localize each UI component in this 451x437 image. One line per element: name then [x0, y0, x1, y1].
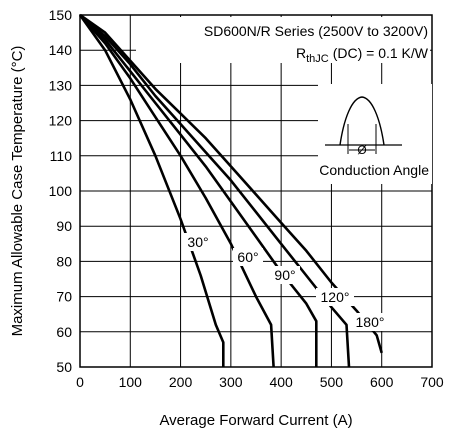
series-line — [78, 14, 225, 367]
series-title: SD600N/R Series (2500V to 3200V) — [204, 23, 428, 39]
series-line — [79, 14, 318, 367]
thermal-resistance-label: RthJC (DC) = 0.1 K/W — [296, 45, 429, 65]
y-axis-label: Maximum Allowable Case Temperature (°C) — [9, 46, 26, 337]
y-tick-label: 110 — [50, 148, 73, 164]
x-tick-label: 500 — [320, 374, 344, 390]
conduction-angle-label: Conduction Angle — [319, 162, 429, 178]
y-tick-label: 50 — [56, 359, 72, 375]
series-label: 60° — [237, 249, 258, 265]
annotation-backdrop — [136, 17, 430, 63]
series-label-backdrop — [270, 266, 300, 284]
waveform-icon — [339, 96, 385, 146]
x-tick-label: 400 — [269, 374, 293, 390]
series-label-backdrop — [233, 248, 263, 266]
x-tick-label: 0 — [76, 374, 84, 390]
y-tick-label: 90 — [56, 218, 72, 234]
rth-symbol: R — [296, 45, 306, 61]
rth-value: (DC) = 0.1 K/W — [333, 45, 429, 61]
x-tick-label: 100 — [119, 374, 143, 390]
rth-subscript: thJC — [306, 53, 329, 65]
y-tick-label: 120 — [49, 113, 73, 129]
series-label: 30° — [187, 234, 208, 250]
tick-labels: 0 100 200 300 400 500 600 700 50 60 70 80 90 100 110 12… — [49, 7, 444, 390]
inset-backdrop — [318, 84, 432, 184]
series-label: 180° — [356, 314, 385, 330]
series-label-backdrop — [316, 288, 354, 306]
phi-symbol: Ø — [357, 143, 366, 157]
y-tick-label: 130 — [49, 77, 73, 93]
y-tick-label: 60 — [56, 324, 72, 340]
x-tick-label: 700 — [420, 374, 444, 390]
y-tick-label: 150 — [49, 7, 73, 23]
y-tick-label: 140 — [49, 42, 73, 58]
series-line — [79, 14, 275, 368]
x-tick-label: 200 — [169, 374, 193, 390]
x-axis-label: Average Forward Current (A) — [159, 412, 352, 429]
plot-frame — [79, 14, 433, 368]
x-tick-label: 600 — [370, 374, 394, 390]
x-tick-label: 300 — [219, 374, 243, 390]
series-labels: 30° 60° 90° 120° 180° — [183, 233, 389, 331]
series-label-backdrop — [183, 233, 213, 251]
y-tick-label: 80 — [56, 253, 72, 269]
series-label-backdrop — [351, 313, 389, 331]
y-tick-label: 70 — [56, 289, 72, 305]
y-tick-label: 100 — [49, 183, 73, 199]
conduction-angle-inset: Ø Conduction Angle — [318, 84, 432, 184]
series-label: 90° — [274, 267, 295, 283]
series-label: 120° — [321, 289, 350, 305]
series-line — [79, 14, 351, 368]
